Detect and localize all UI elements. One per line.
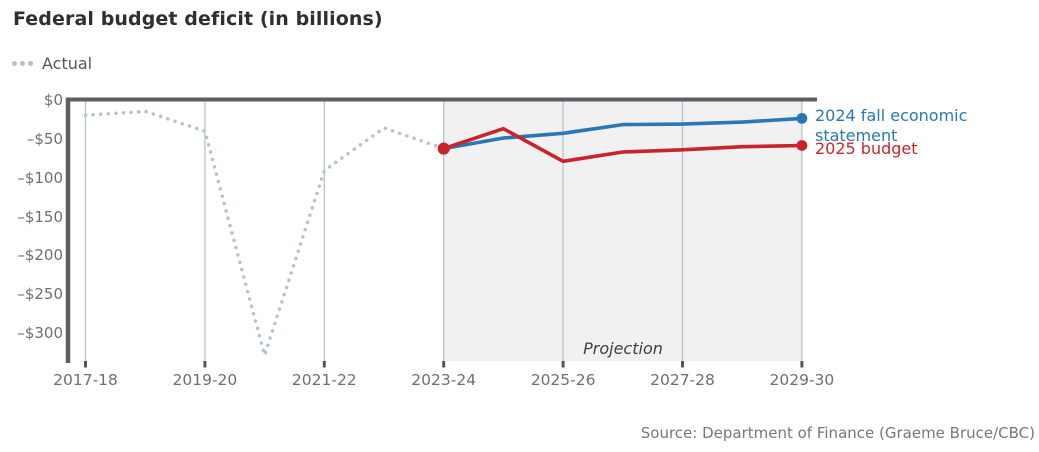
series-line-budget-2025 bbox=[443, 126, 802, 164]
dotted-line-icon bbox=[12, 61, 33, 66]
legend-dot bbox=[20, 61, 25, 66]
series-line-actual bbox=[83, 109, 446, 357]
series-end-marker-budget-2025 bbox=[796, 140, 808, 151]
y-axis-label: –$250 bbox=[17, 285, 63, 304]
y-axis-label: $0 bbox=[43, 91, 63, 109]
x-axis-label: 2019-20 bbox=[172, 371, 238, 389]
source-credit: Source: Department of Finance (Graeme Br… bbox=[640, 424, 1035, 442]
y-axis-label: –$200 bbox=[17, 246, 63, 265]
y-axis-label: –$100 bbox=[17, 168, 63, 187]
x-axis-label: 2027-28 bbox=[650, 371, 715, 389]
x-axis-label: 2029-30 bbox=[769, 371, 835, 389]
projection-band bbox=[443, 101, 802, 361]
x-axis-label: 2023-24 bbox=[411, 371, 477, 389]
legend-dot bbox=[28, 61, 33, 66]
legend-actual-label: Actual bbox=[42, 54, 93, 73]
legend-dot bbox=[12, 61, 17, 66]
y-axis-label: –$150 bbox=[17, 207, 63, 226]
series-label-2025-budget: 2025 budget bbox=[815, 139, 918, 158]
projection-label: Projection bbox=[583, 339, 663, 358]
x-axis-label: 2025-26 bbox=[530, 371, 596, 389]
series-start-marker-budget-2025 bbox=[437, 142, 450, 155]
y-axis-label: –$300 bbox=[17, 324, 63, 343]
legend: Actual bbox=[12, 54, 92, 73]
y-axis-label: –$50 bbox=[26, 129, 63, 148]
x-axis-label: 2017-18 bbox=[53, 371, 118, 389]
series-end-marker-fes-2024 bbox=[796, 112, 808, 124]
series-line-fes-2024 bbox=[443, 116, 803, 151]
x-axis-label: 2021-22 bbox=[291, 371, 357, 389]
chart-title: Federal budget deficit (in billions) bbox=[13, 8, 383, 30]
series-label-2024-fall-economic-statement: 2024 fall economic statement bbox=[815, 106, 968, 145]
